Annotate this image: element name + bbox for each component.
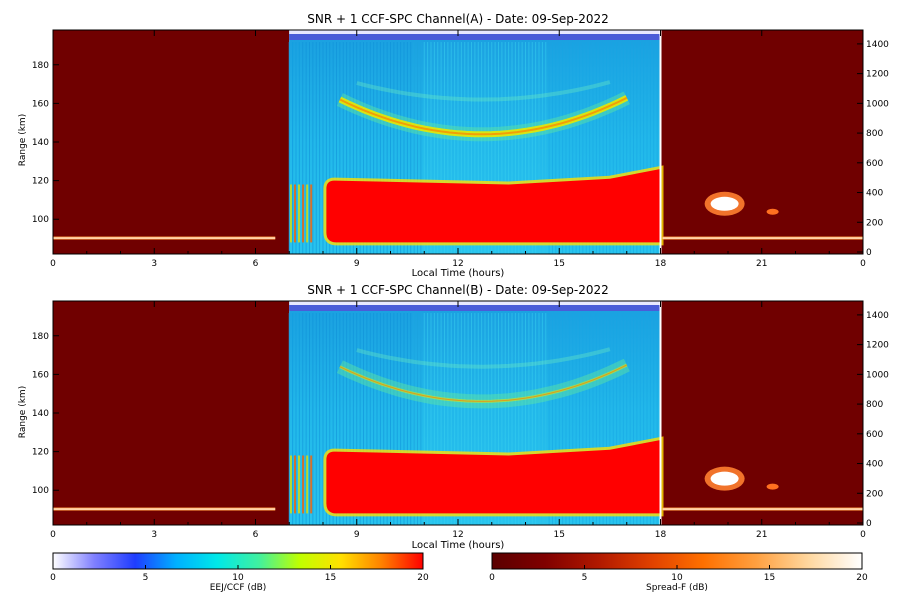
colorbar-tick-label: 15 xyxy=(325,573,336,583)
panel-channel-a: SNR + 1 CCF-SPC Channel(A) - Date: 09-Se… xyxy=(18,12,889,279)
panel-b-x-tick-label: 15 xyxy=(554,530,565,540)
panel-b-x-tick-label: 0 xyxy=(860,530,866,540)
panel-b-eej-block xyxy=(326,440,661,514)
colorbar-tick-label: 0 xyxy=(489,573,495,583)
panel-a-y-tick-label: 180 xyxy=(32,61,49,71)
panel-channel-b: SNR + 1 CCF-SPC Channel(B) - Date: 09-Se… xyxy=(18,283,889,551)
panel-a-right-axis: 0 200 400 600 800 1000 1200 1400 xyxy=(857,40,889,258)
panel-a-title: SNR + 1 CCF-SPC Channel(A) - Date: 09-Se… xyxy=(307,12,609,26)
colorbar-tick-label: 20 xyxy=(417,573,429,583)
panel-a-right-tick-label: 200 xyxy=(866,218,883,228)
panel-a-eej-block xyxy=(326,169,661,243)
panel-a-right-tick-label: 0 xyxy=(866,248,872,258)
colorbar-spread-f-label: Spread-F (dB) xyxy=(646,583,708,593)
panel-b-right-tick-label: 1000 xyxy=(866,370,889,380)
panel-b-right-tick-label: 800 xyxy=(866,400,883,410)
panel-a-y-tick-label: 160 xyxy=(32,99,49,109)
panel-b-x-tick-label: 6 xyxy=(253,530,259,540)
panel-a-night-e-layer-evening-core xyxy=(662,237,863,239)
panel-a-top-stripe-blue xyxy=(289,34,661,40)
panel-b-x-tick-label: 3 xyxy=(151,530,157,540)
panel-b-y-tick-label: 100 xyxy=(32,486,49,496)
panel-b-night-e-layer-evening-core xyxy=(662,508,863,510)
panel-a-x-tick-label: 0 xyxy=(50,259,56,269)
panel-b-right-tick-label: 200 xyxy=(866,489,883,499)
panel-b-title: SNR + 1 CCF-SPC Channel(B) - Date: 09-Se… xyxy=(307,283,609,297)
panel-a-y-tick-label: 140 xyxy=(32,138,49,148)
panel-a-upper-echo-arc xyxy=(356,80,611,102)
colorbar-tick-label: 0 xyxy=(50,573,56,583)
panel-a-right-tick-label: 1200 xyxy=(866,70,889,80)
panel-a-x-tick-label: 21 xyxy=(756,259,767,269)
panel-b-x-tick-label: 18 xyxy=(655,530,667,540)
panel-b-right-tick-label: 0 xyxy=(866,519,872,529)
panel-a-right-tick-label: 1000 xyxy=(866,99,889,109)
panel-a-night-bg-evening xyxy=(660,30,863,254)
panel-b-y-axis: 100 120 140 160 180 xyxy=(32,332,59,496)
panel-a-x-tick-label: 6 xyxy=(253,259,259,269)
panel-b-x-tick-label: 12 xyxy=(452,530,463,540)
panel-b-night-bg-morning xyxy=(53,301,290,525)
panel-a-xlabel: Local Time (hours) xyxy=(412,268,505,279)
panel-b-y-tick-label: 180 xyxy=(32,332,49,342)
panel-a-x-tick-label: 0 xyxy=(860,259,866,269)
panel-b-right-tick-label: 400 xyxy=(866,460,883,470)
panel-b-upper-echo-arc xyxy=(356,347,611,369)
panel-a-y-tick-label: 120 xyxy=(32,177,49,187)
panel-a-x-tick-label: 18 xyxy=(655,259,667,269)
panel-b-top-stripe-blue xyxy=(289,305,661,311)
panel-a-x-tick-label: 9 xyxy=(354,259,360,269)
panel-b-spread-f-patch xyxy=(710,471,739,486)
panel-a-spread-f-small-patch xyxy=(766,208,779,215)
panel-b-x-tick-label: 0 xyxy=(50,530,56,540)
panel-b-x-tick-label: 21 xyxy=(756,530,767,540)
colorbar-tick-label: 15 xyxy=(764,573,775,583)
panel-a-plot-area xyxy=(52,29,864,255)
panel-b-y-tick-label: 160 xyxy=(32,370,49,380)
panel-a-valley-echo-core xyxy=(339,96,628,136)
panel-a-right-tick-label: 600 xyxy=(866,159,883,169)
colorbar-tick-label: 5 xyxy=(143,573,149,583)
panel-b-top-stripe-white xyxy=(289,301,661,305)
panel-a-x-tick-label: 12 xyxy=(452,259,463,269)
panel-a-top-stripe-white xyxy=(289,30,661,34)
panel-a-night-bg-morning xyxy=(53,30,290,254)
panel-a-right-tick-label: 1400 xyxy=(866,40,889,50)
colorbar-spread-f: Spread-F (dB) 0 5 10 15 20 xyxy=(489,552,868,593)
panel-b-right-tick-label: 1200 xyxy=(866,341,889,351)
panel-b-right-tick-label: 1400 xyxy=(866,311,889,321)
panel-a-x-axis: 0 3 6 9 12 15 18 21 0 xyxy=(50,30,866,269)
panel-a-y-tick-label: 100 xyxy=(32,215,49,225)
panel-a-right-tick-label: 800 xyxy=(866,129,883,139)
colorbar-eej-label: EEJ/CCF (dB) xyxy=(210,583,267,593)
colorbar-eej-ccf: EEJ/CCF (dB) 0 5 10 15 20 xyxy=(50,552,429,593)
panel-b-plot-area xyxy=(52,300,864,526)
panel-a-x-tick-label: 3 xyxy=(151,259,157,269)
panel-a-x-tick-label: 15 xyxy=(554,259,565,269)
panel-b-x-tick-label: 9 xyxy=(354,530,360,540)
panel-b-spread-f-small-patch xyxy=(766,483,779,490)
colorbar-tick-label: 10 xyxy=(671,573,683,583)
panel-b-night-e-layer-morning-core xyxy=(53,508,276,510)
panel-b-xlabel: Local Time (hours) xyxy=(412,540,505,551)
panel-b-ylabel: Range (km) xyxy=(18,386,28,438)
panel-b-x-axis: 0 3 6 9 12 15 18 21 0 xyxy=(50,301,866,540)
panel-a-right-tick-label: 400 xyxy=(866,189,883,199)
panel-b-y-tick-label: 120 xyxy=(32,448,49,458)
panel-a-spread-f-patch xyxy=(710,196,739,211)
panel-a-night-e-layer-morning-core xyxy=(53,237,276,239)
panel-a-ylabel: Range (km) xyxy=(18,114,28,166)
panel-b-right-tick-label: 600 xyxy=(866,430,883,440)
panel-a-y-axis: 100 120 140 160 180 xyxy=(32,61,59,225)
panel-b-right-axis: 0 200 400 600 800 1000 1200 1400 xyxy=(857,311,889,529)
colorbar-tick-label: 10 xyxy=(232,573,244,583)
panel-b-night-bg-evening xyxy=(660,301,863,525)
colorbar-tick-label: 20 xyxy=(856,573,868,583)
colorbar-tick-label: 5 xyxy=(582,573,588,583)
panel-b-valley-echo-core xyxy=(339,364,628,402)
panel-b-y-tick-label: 140 xyxy=(32,409,49,419)
